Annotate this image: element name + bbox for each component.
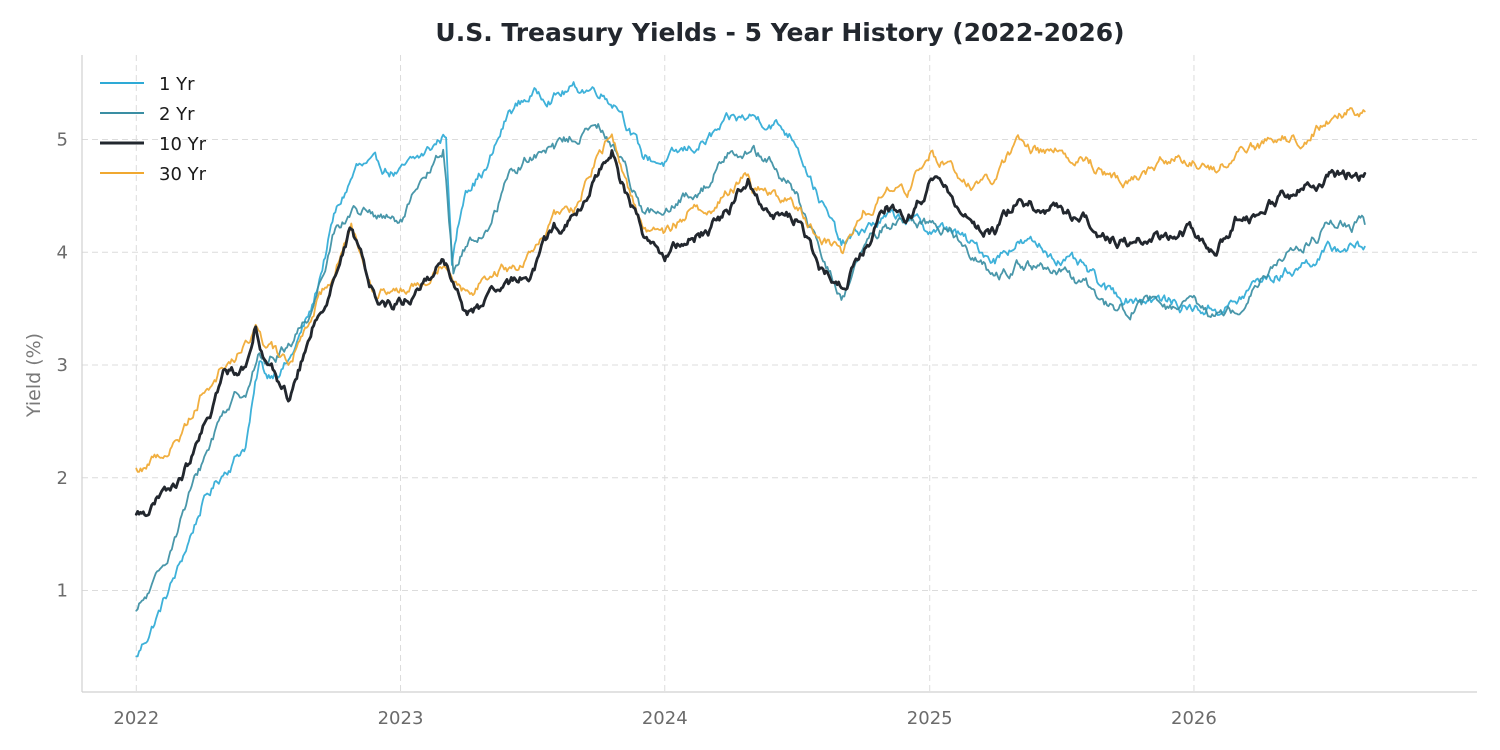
series-line-10-yr [134, 149, 1367, 518]
y-tick-label: 4 [57, 242, 68, 263]
series-line-2-yr [135, 123, 1366, 612]
legend-label: 2 Yr [159, 104, 195, 125]
x-tick-label: 2022 [113, 708, 159, 729]
y-tick-label: 5 [57, 130, 68, 151]
series-layer [134, 81, 1367, 658]
legend-label: 10 Yr [159, 134, 207, 155]
legend-item-30-yr: 30 Yr [100, 164, 207, 185]
y-tick-label: 1 [57, 581, 68, 602]
axis-spines [81, 55, 1477, 693]
series-line-30-yr [135, 107, 1366, 473]
chart-title: U.S. Treasury Yields - 5 Year History (2… [435, 18, 1124, 47]
legend-item-1-yr: 1 Yr [100, 74, 195, 95]
y-tick-label: 2 [57, 468, 68, 489]
grid-layer [82, 55, 1477, 692]
legend-label: 30 Yr [159, 164, 207, 185]
x-tick-label: 2025 [907, 708, 953, 729]
series-line-1-yr [135, 81, 1366, 658]
legend: 1 Yr 2 Yr 10 Yr 30 Yr [100, 74, 207, 185]
y-tick-label: 3 [57, 355, 68, 376]
legend-item-10-yr: 10 Yr [100, 134, 207, 155]
legend-item-2-yr: 2 Yr [100, 104, 195, 125]
x-tick-label: 2026 [1171, 708, 1217, 729]
tick-labels: 1 2 3 4 5 2022 2023 2024 2025 2026 [57, 130, 1217, 729]
y-axis-label: Yield (%) [23, 333, 45, 418]
x-tick-label: 2023 [378, 708, 424, 729]
legend-label: 1 Yr [159, 74, 195, 95]
x-tick-label: 2024 [642, 708, 688, 729]
